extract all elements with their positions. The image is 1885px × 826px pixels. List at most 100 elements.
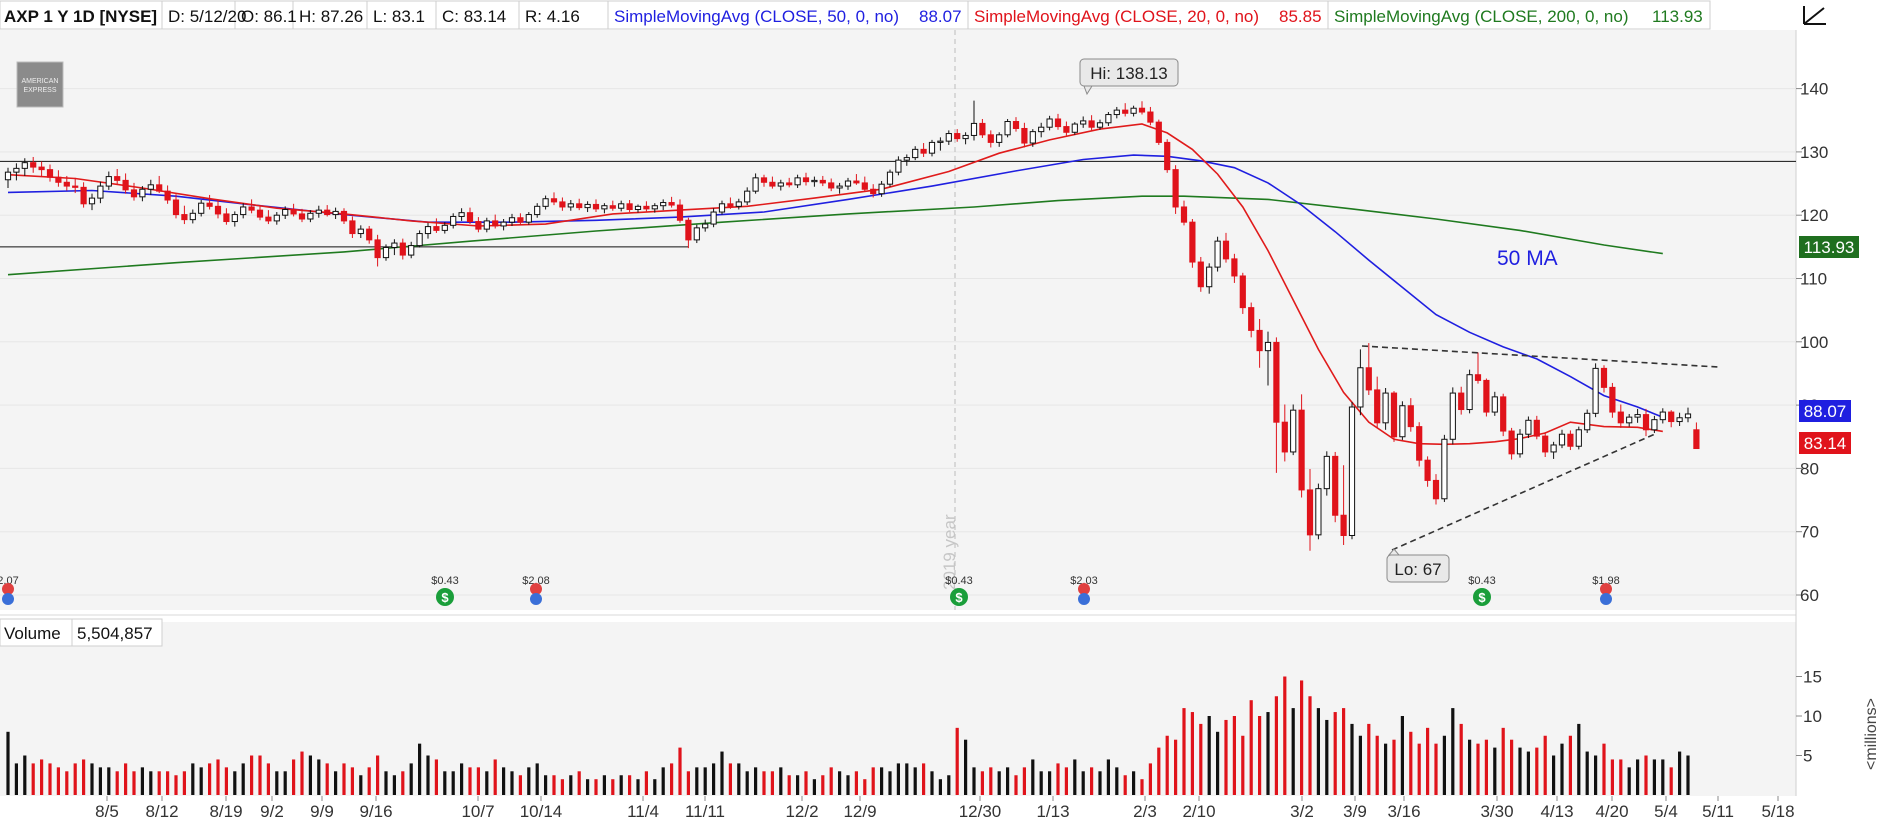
candle-body-down (1248, 307, 1255, 331)
volume-bar (955, 727, 959, 795)
date-tick-label: 2/3 (1133, 802, 1157, 821)
candle-body-down (181, 214, 188, 221)
date-tick-label: 9/9 (310, 802, 334, 821)
date-tick-label: 5/18 (1761, 802, 1794, 821)
hi-callout-box (1079, 58, 1179, 87)
sma200-badge-box (1799, 236, 1859, 258)
volume-bar (728, 763, 732, 795)
sma50-legend[interactable]: SimpleMovingAvg (CLOSE, 50, 0, no) (614, 7, 899, 26)
volume-unit-label: <millions> (1863, 698, 1880, 770)
candle-body-up (198, 202, 205, 214)
sma200-badge: 113.93 (1799, 236, 1859, 258)
price-tick-label: 140 (1800, 80, 1828, 99)
candle-body-down (1416, 426, 1423, 461)
candle-body-down (340, 210, 348, 222)
dividend-icon (436, 588, 454, 606)
candle-body-up (928, 141, 936, 154)
volume-bar (1535, 747, 1539, 795)
drawing-tool-glyph (1803, 6, 1826, 25)
candle-body-up (88, 197, 96, 205)
candle-body-up (601, 205, 608, 210)
volume-bar (754, 767, 758, 795)
volume-bar (502, 767, 506, 795)
candle-body-up (1399, 405, 1406, 438)
candle-body-up (1558, 433, 1566, 446)
volume-bar (1518, 747, 1522, 795)
volume-bar (628, 775, 632, 795)
candle-body-up (139, 188, 146, 198)
sma50-badge-box (1799, 400, 1851, 422)
candle-body-down (72, 185, 79, 188)
volume-bar (1300, 680, 1304, 795)
header-open: O: 86.1 (241, 7, 297, 26)
candle-body-up (1206, 266, 1213, 288)
sma50-badge-value: 88.07 (1804, 402, 1847, 421)
candle-body-down (298, 213, 306, 220)
candle-body-up (1441, 438, 1448, 500)
volume-bar (1291, 708, 1295, 795)
volume-bar (947, 775, 951, 795)
drawing-tool-icon[interactable] (1803, 6, 1826, 25)
candle-body-up (1659, 411, 1666, 421)
volume-bar (65, 771, 69, 795)
date-tick-label: 5/4 (1654, 802, 1678, 821)
sma20-legend[interactable]: SimpleMovingAvg (CLOSE, 20, 0, no) (974, 7, 1259, 26)
candle-body-up (1290, 409, 1297, 453)
volume-bar (1501, 727, 1505, 795)
dividend-icon (950, 588, 968, 606)
candle-body-down (1138, 107, 1146, 113)
volume-bar (1140, 779, 1144, 795)
candle-body-down (492, 220, 499, 227)
volume-bar (241, 763, 245, 795)
volume-bar (82, 759, 86, 795)
candle-body-down (1122, 109, 1129, 114)
candle-body-down (727, 203, 734, 207)
volume-bar (1459, 723, 1463, 795)
candle-body-down (114, 176, 121, 181)
candle-body-down (1306, 489, 1314, 536)
candle-body-down (609, 205, 616, 209)
price-tick-label: 60 (1800, 586, 1819, 605)
grid (0, 88, 1796, 596)
candle-body-up (1038, 126, 1045, 133)
candle-body-down (38, 166, 45, 171)
candle-body-down (1088, 120, 1095, 128)
volume-bar (1274, 696, 1278, 795)
candle-body-down (1542, 435, 1549, 453)
candle-body-down (1483, 379, 1490, 413)
volume-bar (426, 755, 430, 795)
year-label: 2019 year (940, 514, 959, 590)
candle-body-down (1332, 455, 1339, 516)
candle-body-up (1046, 118, 1053, 128)
date-tick-label: 8/19 (209, 802, 242, 821)
date-tick-label: 11/4 (627, 802, 659, 821)
volume-bar (1056, 763, 1060, 795)
volume-bar (1266, 712, 1270, 795)
sma200-legend[interactable]: SimpleMovingAvg (CLOSE, 200, 0, no) (1334, 7, 1629, 26)
candle-body-up (1323, 455, 1330, 490)
price-panel[interactable] (0, 30, 1796, 610)
volume-bar (1325, 719, 1329, 795)
header-symbol[interactable]: AXP 1 Y 1D [NYSE] (4, 7, 157, 26)
volume-bar (1568, 735, 1572, 795)
dividend-icon-glyph: $ (955, 590, 963, 605)
candle-body-up (1130, 107, 1137, 114)
candle-body-up (416, 233, 423, 247)
candle-body-down (1374, 389, 1381, 424)
candle-body-down (223, 213, 230, 223)
volume-bar (1678, 751, 1682, 795)
candle-body-down (1668, 411, 1675, 423)
volume-bar (199, 767, 203, 795)
sma50-badge: 88.07 (1799, 400, 1851, 422)
company-logo: AMERICAN EXPRESS (16, 61, 64, 108)
volume-bar (1283, 676, 1287, 795)
volume-bar (1132, 771, 1136, 795)
candle-body-up (1080, 120, 1087, 125)
candle-body-down (63, 181, 70, 187)
candle-body-down (1180, 206, 1188, 223)
earnings-icon (1078, 583, 1090, 595)
volume-bar (359, 775, 363, 795)
volume-bar (367, 767, 371, 795)
volume-bar (922, 763, 926, 795)
price-tick-label: 100 (1800, 333, 1828, 352)
